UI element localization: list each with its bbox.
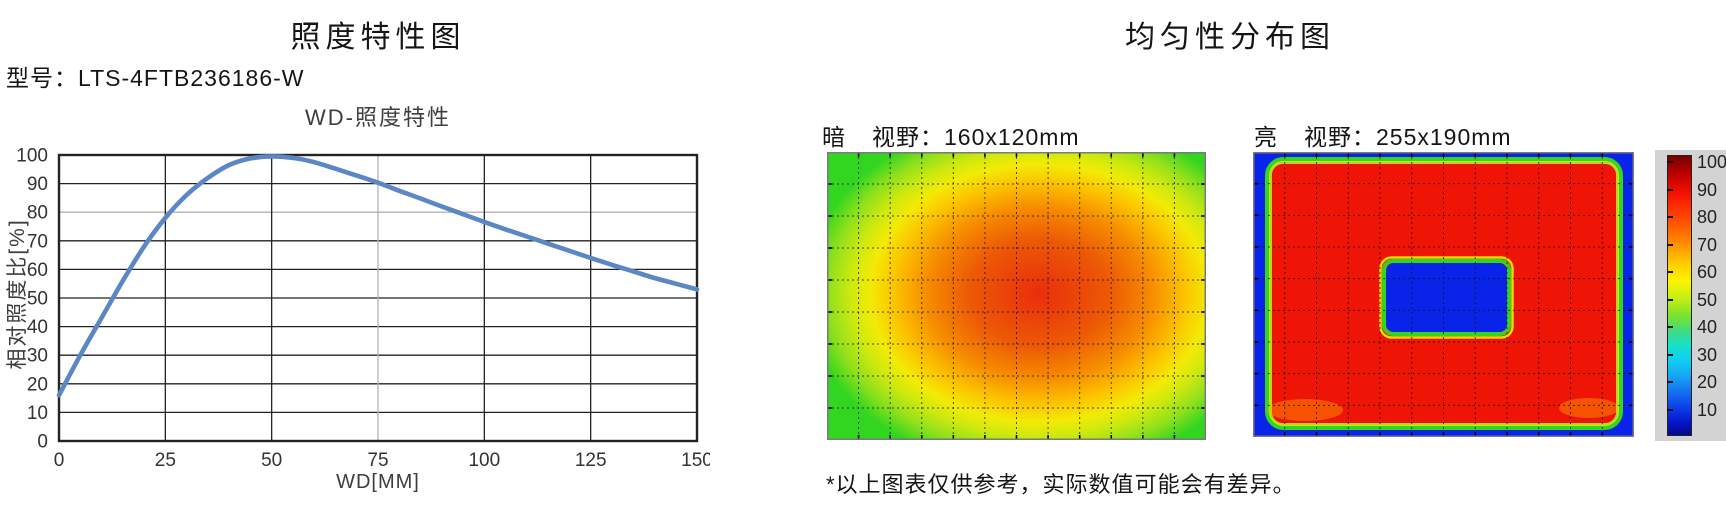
model-line: 型号：LTS-4FTB236186-W [6, 59, 304, 93]
colorbar-tick-mark [1667, 271, 1673, 274]
center-cutout-blue-rect [1386, 263, 1507, 332]
disclaimer-note: *以上图表仅供参考，实际数值可能会有差异。 [826, 472, 1296, 497]
colorbar-tick-label: 10 [1697, 399, 1718, 420]
corner-glow [1559, 398, 1619, 418]
wd-illuminance-line-chart: 0 10 20 30 40 50 60 70 80 90 100 0 25 50 75 100 125 150 [16, 146, 710, 472]
colorbar-tick-label: 100 [1697, 152, 1726, 172]
colorbar: 100 90 80 70 60 50 40 30 20 10 [1655, 150, 1726, 441]
x-tick-label: 75 [367, 450, 388, 471]
x-tick-label: 150 [681, 450, 710, 471]
x-tick-label: 125 [575, 450, 607, 471]
colorbar-tick-label: 70 [1697, 234, 1718, 255]
colorbar-tick-label: 40 [1697, 317, 1718, 338]
x-tick-label: 0 [54, 450, 65, 471]
heatmap-border [827, 152, 1206, 440]
colorbar-tick-label: 60 [1697, 262, 1718, 283]
x-tick-label: 25 [155, 450, 176, 471]
colorbar-tick-mark [1667, 353, 1673, 356]
dark-field-heatmap [827, 152, 1206, 440]
y-tick-label: 60 [27, 260, 48, 281]
colorbar-gradient [1667, 155, 1692, 436]
bright-field-fov: 视野：255x190mm [1304, 124, 1512, 150]
colorbar-tick-mark [1667, 216, 1673, 219]
dark-field-caption: 暗 视野：160x120mm [822, 118, 1080, 152]
y-tick-label: 50 [27, 289, 48, 310]
colorbar-tick-mark [1667, 161, 1673, 163]
y-tick-label: 20 [27, 374, 48, 395]
y-tick-label: 30 [27, 346, 48, 367]
colorbar-tick-mark [1667, 298, 1673, 301]
colorbar-tick-label: 20 [1697, 372, 1718, 393]
colorbar-tick-label: 90 [1697, 179, 1718, 200]
bright-field-label: 亮 [1254, 124, 1278, 150]
center-cutout-green-outline [1382, 259, 1511, 336]
colorbar-tick-label: 80 [1697, 207, 1718, 228]
illuminance-section-title: 照度特性图 [290, 21, 466, 54]
heatmap-border [1253, 152, 1634, 437]
x-axis-label: WD[MM] [336, 471, 420, 493]
model-prefix-label: 型号： [6, 65, 78, 91]
dark-field-fov: 视野：160x120mm [872, 124, 1080, 150]
y-tick-label: 80 [27, 203, 48, 224]
uniformity-section-title: 均匀性分布图 [1125, 21, 1335, 54]
colorbar-tick-mark [1667, 408, 1673, 411]
dark-field-gradient [827, 152, 1206, 440]
corner-glow [1267, 399, 1343, 421]
y-tick-label: 10 [27, 403, 48, 424]
x-tick-label: 50 [261, 450, 282, 471]
heatmap-grid [827, 152, 1206, 440]
colorbar-tick-mark [1667, 381, 1673, 384]
dark-field-label: 暗 [822, 124, 846, 150]
illuminance-curve [56, 154, 700, 398]
y-tick-label: 70 [27, 231, 48, 252]
model-value: LTS-4FTB236186-W [78, 65, 305, 91]
colorbar-tick-mark [1667, 188, 1673, 191]
bright-field-heatmap [1253, 152, 1634, 437]
y-tick-label: 100 [16, 146, 48, 167]
y-tick-label: 40 [27, 317, 48, 338]
colorbar-tick-label: 50 [1697, 289, 1718, 310]
bright-field-caption: 亮 视野：255x190mm [1254, 118, 1512, 152]
colorbar-tick-label: 30 [1697, 344, 1718, 365]
y-tick-label: 0 [37, 432, 48, 453]
x-tick-label: 100 [468, 450, 500, 471]
colorbar-tick-mark [1667, 243, 1673, 246]
plot-border [57, 153, 699, 443]
chart-title: WD-照度特性 [305, 105, 451, 130]
y-tick-label: 90 [27, 174, 48, 195]
y-axis-label: 相对照度比[%] [6, 218, 29, 370]
colorbar-tick-mark [1667, 326, 1673, 329]
